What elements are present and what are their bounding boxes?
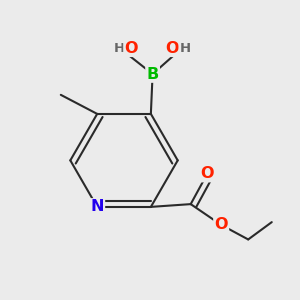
Text: O: O: [166, 41, 179, 56]
Text: H: H: [179, 42, 191, 55]
Text: O: O: [124, 41, 137, 56]
Text: O: O: [214, 218, 228, 232]
Text: B: B: [146, 67, 159, 82]
Text: H: H: [114, 42, 125, 55]
Text: N: N: [90, 200, 104, 214]
Text: O: O: [201, 166, 214, 181]
